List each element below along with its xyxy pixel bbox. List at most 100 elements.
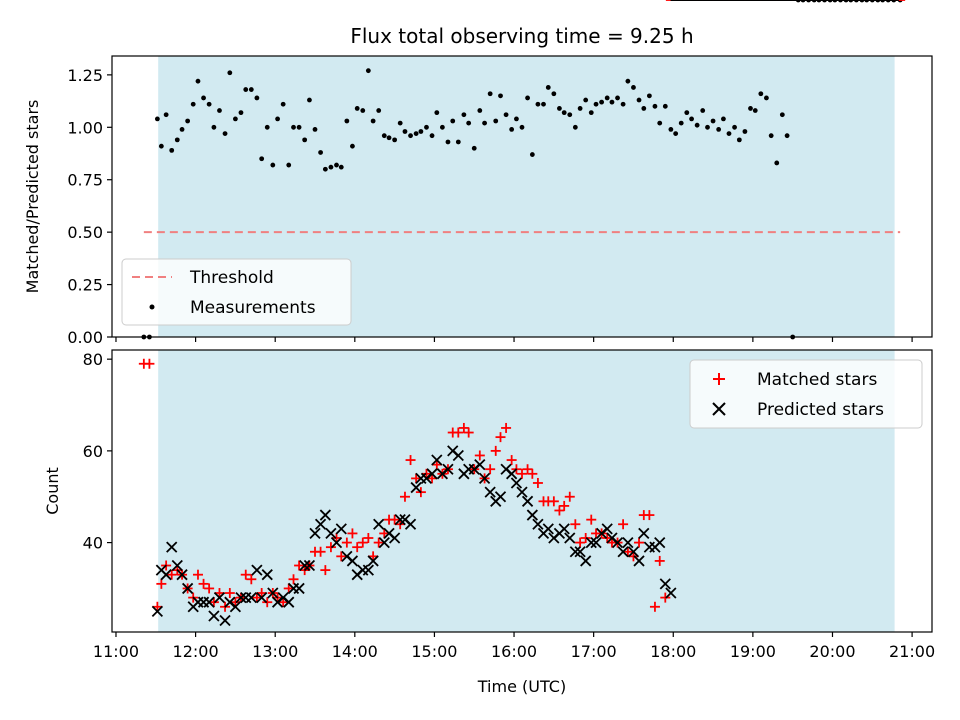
predicted-star-point bbox=[166, 541, 178, 553]
predicted-star-point bbox=[506, 468, 518, 480]
predicted-star-point bbox=[516, 486, 528, 498]
predicted-star-point bbox=[510, 477, 523, 489]
matched-star-point bbox=[363, 533, 374, 543]
matched-star-point bbox=[336, 551, 347, 562]
matched-star-point bbox=[320, 565, 331, 576]
measurement-point bbox=[768, 133, 774, 139]
predicted-star-point bbox=[633, 555, 645, 567]
matched-star-point bbox=[575, 537, 586, 548]
counts-panel: 40 60 80 11:00 12:00 13:00 14:00 15:00 16:00 17:… bbox=[43, 0, 935, 696]
measurement-point bbox=[312, 126, 318, 132]
matched-star-point bbox=[527, 468, 538, 479]
measurement-point bbox=[593, 101, 599, 107]
measurement-point bbox=[657, 120, 663, 126]
x-tick-label: 16:00 bbox=[491, 642, 537, 661]
measurement-point bbox=[424, 124, 429, 130]
ratio-y-tick-label: 0.25 bbox=[67, 276, 103, 295]
measurement-point bbox=[662, 103, 668, 109]
counts-y-ticks: 40 60 80 bbox=[83, 350, 112, 553]
measurement-point bbox=[541, 101, 546, 107]
measurement-point bbox=[185, 118, 191, 124]
measurement-point bbox=[350, 143, 355, 149]
predicted-star-point bbox=[431, 454, 443, 466]
predicted-star-point bbox=[256, 591, 268, 604]
measurement-point bbox=[509, 126, 515, 132]
measurement-point bbox=[752, 108, 758, 113]
matched-star-point bbox=[634, 537, 645, 548]
measurement-point bbox=[748, 106, 753, 111]
measurement-point bbox=[529, 152, 535, 157]
measurement-point bbox=[519, 124, 525, 130]
matched-star-point bbox=[490, 445, 501, 456]
measurement-point bbox=[338, 164, 344, 170]
measurement-point bbox=[232, 116, 238, 122]
matched-star-point bbox=[506, 455, 517, 466]
chart-title: Flux total observing time = 9.25 h bbox=[350, 24, 693, 48]
measurement-point bbox=[154, 116, 160, 122]
ratio-legend: Threshold Measurements bbox=[121, 258, 352, 326]
matched-star-point bbox=[198, 578, 209, 589]
measurement-point bbox=[318, 150, 323, 155]
x-tick-label: 20:00 bbox=[809, 642, 855, 661]
predicted-star-point bbox=[151, 605, 164, 618]
predicted-star-point bbox=[378, 536, 390, 549]
predicted-stars-points bbox=[151, 0, 899, 627]
measurement-point bbox=[370, 118, 376, 124]
ratio-y-tick-label: 1.00 bbox=[67, 118, 103, 137]
predicted-star-point bbox=[171, 559, 183, 572]
measurement-point bbox=[551, 91, 557, 97]
measurement-point bbox=[784, 133, 790, 139]
matched-star-point bbox=[586, 514, 597, 525]
measurement-point bbox=[774, 160, 780, 166]
measurement-point bbox=[779, 112, 785, 118]
matched-star-point bbox=[622, 546, 633, 557]
measurement-points bbox=[141, 0, 903, 340]
measurement-point bbox=[557, 106, 562, 111]
x-axis-label: Time (UTC) bbox=[477, 677, 566, 696]
measurement-point bbox=[328, 164, 334, 170]
counts-y-tick-label: 80 bbox=[83, 350, 103, 369]
measurement-point bbox=[652, 103, 658, 109]
matched-star-point bbox=[156, 578, 167, 589]
matched-star-point bbox=[548, 496, 559, 507]
measurement-point bbox=[477, 108, 483, 113]
predicted-star-point bbox=[325, 527, 337, 540]
measurement-point bbox=[583, 97, 589, 103]
predicted-star-point bbox=[622, 536, 634, 549]
ratio-x-ticks bbox=[115, 337, 913, 342]
legend-measurements-swatch bbox=[149, 304, 155, 310]
predicted-star-point bbox=[532, 518, 544, 530]
measurement-point bbox=[217, 108, 222, 113]
predicted-star-point bbox=[526, 509, 538, 521]
matched-star-point bbox=[144, 358, 155, 369]
measurement-point bbox=[498, 93, 503, 99]
x-tick-label: 19:00 bbox=[730, 642, 776, 661]
measurement-point bbox=[577, 106, 583, 111]
measurement-point bbox=[163, 112, 169, 118]
ratio-panel: 0.00 0.25 0.50 0.75 1.00 1.25 Matched/Predict… bbox=[23, 0, 933, 347]
matched-star-point bbox=[411, 473, 422, 484]
measurement-point bbox=[280, 101, 286, 107]
predicted-star-point bbox=[261, 569, 273, 581]
matched-star-point bbox=[246, 574, 257, 585]
matched-stars-points bbox=[138, 0, 906, 612]
predicted-star-point bbox=[654, 536, 666, 549]
matched-star-point bbox=[532, 477, 543, 488]
predicted-star-point bbox=[564, 532, 576, 544]
predicted-star-point bbox=[309, 527, 321, 540]
measurement-point bbox=[742, 129, 748, 134]
measurement-point bbox=[190, 101, 196, 107]
measurement-point bbox=[736, 137, 742, 143]
measurement-point bbox=[392, 137, 398, 143]
matched-star-point bbox=[453, 427, 464, 438]
matched-star-point bbox=[458, 422, 469, 433]
predicted-star-point bbox=[314, 518, 327, 530]
measurement-point bbox=[201, 95, 206, 101]
predicted-star-point bbox=[442, 463, 454, 475]
measurement-point bbox=[169, 147, 175, 153]
measurement-point bbox=[264, 124, 270, 130]
matched-star-point bbox=[341, 537, 352, 548]
measurement-point bbox=[525, 95, 530, 101]
matched-star-point bbox=[204, 583, 215, 594]
measurement-point bbox=[429, 133, 435, 139]
